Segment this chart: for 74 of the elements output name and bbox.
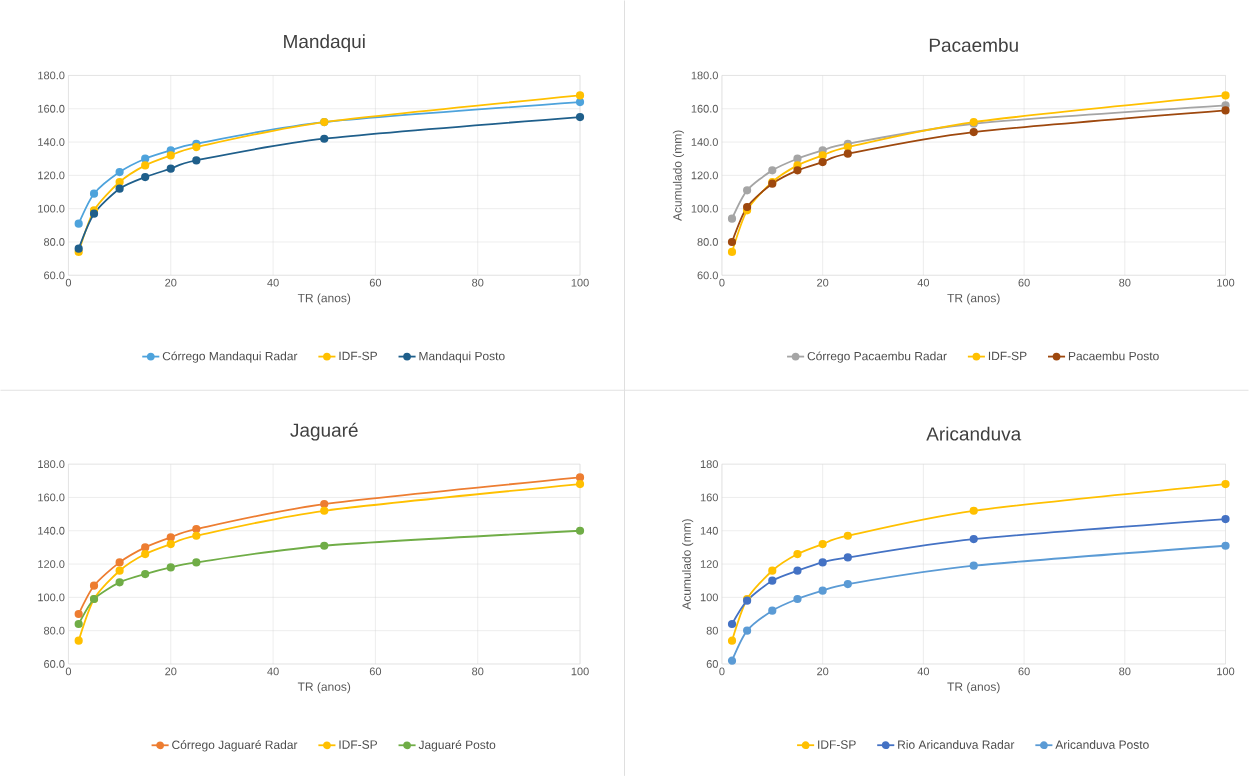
x-tick-label: 20 (817, 667, 829, 676)
x-tick-label: 40 (917, 667, 930, 676)
x-tick-label: 80 (472, 667, 484, 676)
y-tick-label: 100.0 (38, 204, 65, 213)
x-axis-title: TR (anos) (297, 681, 351, 694)
x-axis-title: TR (anos) (947, 293, 1000, 305)
x-axis-title: TR (anos) (947, 681, 1000, 694)
legend-label: IDF-SP (339, 740, 378, 749)
y-tick-label: 60.0 (697, 271, 718, 279)
y-tick-label: 80.0 (697, 237, 718, 246)
x-tick-label: 100 (1217, 278, 1235, 287)
y-tick-label: 160.0 (691, 104, 718, 113)
chart-title: Aricanduva (926, 426, 1022, 441)
legend-label: Mandaqui Posto (419, 351, 505, 363)
x-axis-title: TR (anos) (297, 293, 351, 305)
legend-label: Jaguaré Posto (418, 739, 496, 752)
y-tick-label: 160.0 (38, 493, 65, 502)
y-tick-label: 140 (700, 526, 718, 535)
y-tick-label: 120.0 (38, 559, 65, 568)
chart-title: Jaguaré (290, 422, 358, 441)
y-axis-title: Acumulado (mm) (672, 130, 685, 221)
y-tick-label: 80.0 (44, 237, 65, 246)
chart-title: Pacaembu (929, 37, 1018, 52)
x-tick-label: 0 (65, 667, 72, 676)
x-tick-label: 60 (369, 278, 382, 287)
x-tick-label: 100 (571, 667, 589, 676)
y-tick-label: 100.0 (38, 593, 65, 602)
y-tick-label: 60.0 (44, 659, 65, 668)
legend-label: Rio Aricanduva Radar (898, 739, 1015, 749)
y-tick-label: 180 (700, 460, 718, 468)
y-tick-label: 120.0 (691, 171, 718, 180)
y-tick-label: 180.0 (38, 460, 65, 468)
x-tick-label: 60 (1018, 278, 1030, 287)
y-tick-label: 160.0 (38, 104, 65, 113)
legend-label: IDF-SP (818, 740, 856, 749)
x-tick-label: 0 (65, 278, 72, 287)
y-tick-label: 60 (706, 659, 718, 668)
x-tick-label: 20 (165, 278, 177, 287)
legend-label: Córrego Pacaembu Radar (807, 351, 947, 363)
y-tick-label: 180.0 (38, 71, 65, 80)
y-tick-label: 120 (700, 559, 718, 568)
y-tick-label: 120.0 (38, 171, 65, 180)
y-tick-label: 140.0 (691, 137, 718, 146)
x-tick-label: 0 (719, 667, 725, 676)
legend-label: IDF-SP (988, 351, 1027, 360)
legend-label: Aricanduva Posto (1055, 739, 1149, 749)
legend-label: IDF-SP (339, 351, 378, 360)
y-tick-label: 100 (700, 593, 718, 602)
x-tick-label: 0 (719, 278, 725, 287)
x-tick-label: 60 (1018, 667, 1030, 676)
x-tick-label: 40 (917, 278, 930, 287)
legend-label: Córrego Mandaqui Radar (162, 351, 298, 363)
y-tick-label: 140.0 (38, 526, 65, 535)
y-tick-label: 60.0 (44, 271, 65, 279)
legend-label: Córrego Jaguaré Radar (172, 739, 298, 752)
y-tick-label: 180.0 (691, 71, 718, 80)
y-tick-label: 140.0 (38, 137, 65, 146)
y-tick-label: 80 (706, 626, 718, 635)
x-tick-label: 40 (267, 278, 279, 287)
x-tick-label: 60 (369, 667, 382, 676)
x-tick-label: 20 (165, 667, 177, 676)
y-tick-label: 100.0 (691, 204, 718, 213)
x-tick-label: 100 (571, 278, 589, 287)
x-tick-label: 20 (817, 278, 829, 287)
x-tick-label: 100 (1217, 667, 1235, 676)
legend-label: Pacaembu Posto (1068, 351, 1159, 361)
y-tick-label: 160 (700, 493, 718, 502)
x-tick-label: 80 (1119, 278, 1131, 287)
y-tick-label: 80.0 (44, 626, 65, 635)
y-axis-title: Acumulado (mm) (682, 519, 694, 610)
chart-title: Mandaqui (284, 34, 365, 52)
x-tick-label: 40 (267, 667, 279, 676)
x-tick-label: 80 (1119, 667, 1131, 676)
x-tick-label: 80 (472, 278, 484, 287)
